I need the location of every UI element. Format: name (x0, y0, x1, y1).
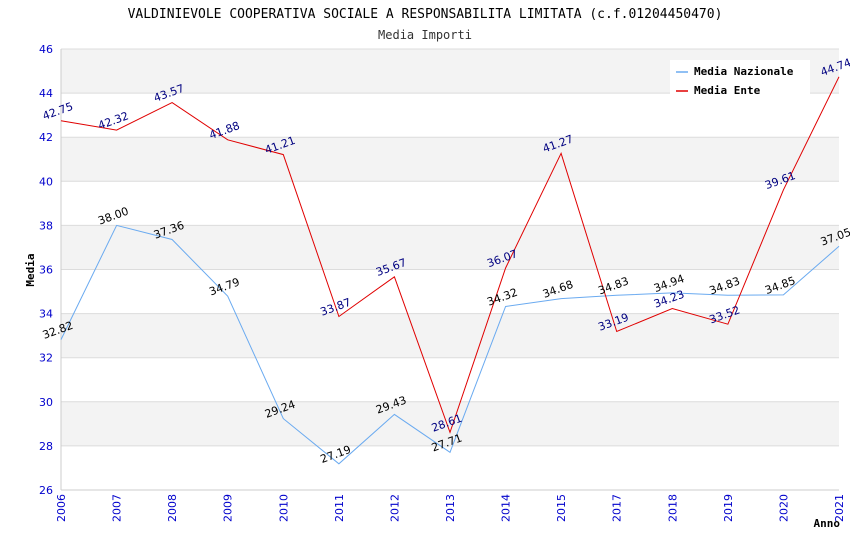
y-tick-label: 28 (39, 440, 53, 453)
x-tick-label: 2019 (722, 494, 735, 522)
x-tick-label: 2017 (611, 494, 624, 522)
x-tick-label: 2018 (666, 494, 679, 522)
legend-box (670, 60, 810, 96)
y-axis-label: Media (24, 253, 37, 286)
grid-band (61, 269, 839, 314)
x-tick-label: 2013 (444, 494, 457, 522)
x-tick-label: 2012 (388, 494, 401, 522)
grid-band (61, 137, 839, 182)
x-tick-label: 2020 (777, 494, 790, 522)
x-tick-label: 2021 (833, 494, 846, 522)
grid-band (61, 313, 839, 358)
legend: Media Nazionale Media Ente (670, 60, 810, 97)
x-tick-label: 2010 (277, 494, 290, 522)
y-tick-label: 40 (39, 175, 53, 188)
x-tick-label: 2009 (222, 494, 235, 522)
chart-title: VALDINIEVOLE COOPERATIVA SOCIALE A RESPO… (128, 7, 723, 22)
y-tick-label: 34 (39, 308, 53, 321)
legend-label-media-nazionale: Media Nazionale (694, 65, 794, 78)
series-line-media-ente (60, 76, 840, 434)
x-tick-label: 2015 (555, 494, 568, 522)
x-tick-label: 2007 (111, 494, 124, 522)
x-tick-label: 2006 (55, 494, 68, 522)
grid-band (61, 401, 839, 446)
axes (60, 49, 839, 491)
grid-band (61, 445, 839, 490)
grid-band (61, 181, 839, 226)
y-tick-label: 26 (39, 484, 53, 497)
chart-subtitle: Media Importi (378, 28, 472, 42)
y-axis-ticks: 26 28 30 32 34 36 38 40 42 44 46 (39, 43, 53, 497)
y-tick-label: 42 (39, 131, 53, 144)
x-tick-label: 2008 (166, 494, 179, 522)
series-lines (60, 76, 840, 465)
x-axis-label: Anno (814, 517, 841, 530)
y-tick-label: 38 (39, 219, 53, 232)
y-tick-label: 30 (39, 396, 53, 409)
grid-band (61, 357, 839, 402)
y-tick-label: 46 (39, 43, 53, 56)
series-line-media-nazionale (60, 224, 840, 465)
x-tick-label: 2011 (333, 494, 346, 522)
y-tick-label: 44 (39, 87, 53, 100)
x-axis-ticks: 2006 2007 2008 2009 2010 2011 2012 2013 2014 2015… (55, 494, 846, 522)
y-tick-label: 32 (39, 352, 53, 365)
y-tick-label: 36 (39, 264, 53, 277)
grid-band (61, 93, 839, 138)
legend-label-media-ente: Media Ente (694, 84, 761, 97)
x-tick-label: 2014 (500, 494, 513, 522)
grid-band (61, 225, 839, 270)
